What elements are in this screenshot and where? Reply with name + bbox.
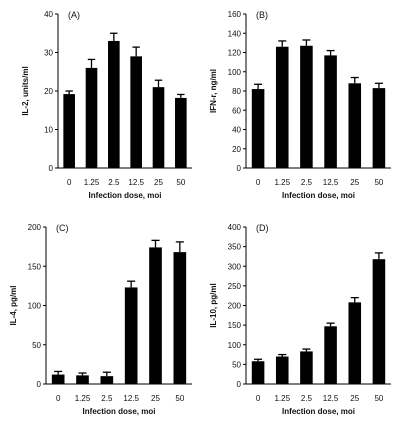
y-tick-label: 400	[228, 223, 242, 232]
x-axis-label: Infection dose, moi	[89, 191, 162, 200]
y-axis-label: IL-2, units/ml	[21, 66, 30, 115]
bar	[108, 40, 120, 169]
bar	[100, 376, 114, 384]
bar	[251, 361, 265, 384]
panel-label: (A)	[68, 10, 80, 20]
chart-panel-c: 0 50 100 150 200 0 1.25 2.5 12.5 25 50 (C) Infection…	[9, 223, 192, 416]
x-tick-label: 0	[67, 178, 72, 187]
y-tick-label: 250	[228, 282, 242, 291]
x-tick-label: 25	[154, 178, 163, 187]
y-tick-label: 30	[44, 49, 53, 58]
x-tick-label: 25	[350, 178, 359, 187]
x-tick-label: 1.25	[274, 178, 290, 187]
y-tick-label: 100	[228, 341, 242, 350]
x-tick-label: 2.5	[108, 178, 120, 187]
panel-label: (B)	[256, 10, 268, 20]
x-tick-label: 2.5	[101, 394, 113, 403]
y-axis-label: IL-10, pg/ml	[209, 283, 218, 327]
x-tick-label: 25	[350, 394, 359, 403]
bar	[76, 375, 89, 384]
bar	[300, 45, 313, 169]
x-tick-label: 50	[374, 394, 383, 403]
bar	[51, 374, 65, 384]
x-axis-label: Infection dose, moi	[282, 191, 355, 200]
bar	[300, 351, 313, 384]
x-axis-label: Infection dose, moi	[83, 407, 156, 416]
y-tick-label: 200	[228, 302, 242, 311]
y-tick-label: 150	[28, 262, 42, 271]
bar	[275, 356, 289, 384]
y-tick-label: 160	[228, 10, 242, 19]
x-tick-label: 0	[256, 178, 261, 187]
y-tick-label: 100	[28, 302, 42, 311]
y-tick-label: 20	[232, 145, 241, 154]
y-axis-label: IL-4, pg/ml	[9, 286, 18, 326]
y-tick-label: 10	[44, 126, 53, 135]
bar	[173, 252, 187, 384]
x-tick-label: 12.5	[323, 394, 339, 403]
x-tick-label: 1.25	[274, 394, 290, 403]
y-tick-label: 350	[228, 243, 242, 252]
bar	[251, 89, 265, 168]
y-tick-label: 0	[237, 164, 242, 173]
x-tick-label: 50	[176, 178, 185, 187]
y-tick-label: 0	[37, 380, 42, 389]
bar	[152, 87, 165, 168]
y-tick-label: 60	[232, 106, 241, 115]
bar	[372, 259, 386, 384]
bar	[348, 302, 362, 384]
x-tick-label: 12.5	[128, 178, 144, 187]
x-tick-label: 2.5	[301, 394, 313, 403]
bar	[372, 88, 386, 168]
y-tick-label: 150	[228, 321, 242, 330]
y-tick-label: 0	[49, 164, 54, 173]
x-tick-label: 1.25	[84, 178, 100, 187]
x-tick-label: 12.5	[323, 178, 339, 187]
y-tick-label: 20	[44, 87, 53, 96]
y-tick-label: 100	[228, 68, 242, 77]
bar	[348, 83, 362, 168]
chart-panel-d: 0 50 100 150 200 250 300 350 400 0 1.25 2.5 12.5 25 50…	[209, 223, 391, 416]
y-axis-label: IFN-r, ng/ml	[209, 69, 218, 113]
y-tick-label: 40	[232, 126, 241, 135]
bar	[130, 56, 142, 168]
panel-label: (D)	[256, 223, 269, 233]
x-axis-label: Infection dose, moi	[282, 407, 355, 416]
x-tick-label: 0	[56, 394, 61, 403]
bar	[275, 46, 289, 168]
x-tick-label: 12.5	[123, 394, 139, 403]
y-tick-label: 80	[232, 87, 241, 96]
x-tick-label: 1.25	[75, 394, 91, 403]
x-tick-label: 2.5	[301, 178, 313, 187]
y-tick-label: 300	[228, 262, 242, 271]
y-tick-label: 0	[237, 380, 242, 389]
bar	[63, 94, 75, 168]
y-tick-label: 200	[28, 223, 42, 232]
y-tick-label: 50	[32, 341, 41, 350]
x-tick-label: 50	[175, 394, 184, 403]
y-tick-label: 40	[44, 10, 53, 19]
y-tick-label: 140	[228, 29, 242, 38]
bar	[149, 247, 162, 384]
x-tick-label: 50	[374, 178, 383, 187]
bar	[324, 326, 337, 384]
panel-label: (C)	[56, 223, 69, 233]
chart-panel-a: 0 10 20 30 40 0 1.25 2.5 12.5 25 50 (A) Infection do…	[21, 10, 192, 200]
chart-panel-b: 0 20 40 60 80 100 120 140 160 0 1.25 2.5 12.5 25 50 (B)…	[209, 10, 391, 200]
y-tick-label: 50	[232, 360, 241, 369]
x-tick-label: 25	[151, 394, 160, 403]
bar	[324, 55, 337, 169]
bar	[85, 67, 98, 168]
bar	[124, 287, 138, 384]
x-tick-label: 0	[256, 394, 261, 403]
y-tick-label: 120	[228, 49, 242, 58]
bar	[175, 97, 187, 168]
